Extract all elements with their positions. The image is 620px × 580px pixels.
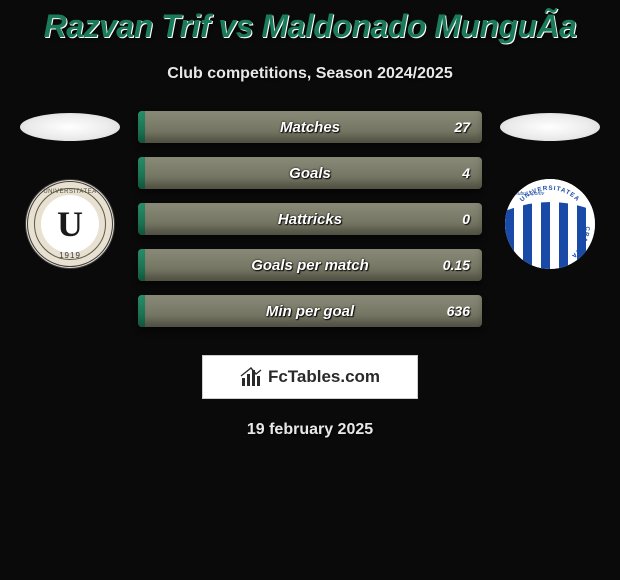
stat-label: Min per goal [266,303,354,320]
stat-label: Goals [289,165,331,182]
stat-label: Goals per match [251,257,369,274]
brand-attribution: FcTables.com [202,355,418,399]
stat-fill [138,111,145,143]
badge-ring [34,188,106,260]
subtitle: Club competitions, Season 2024/2025 [0,65,620,83]
stat-right-value: 0.15 [443,257,470,273]
stat-fill [138,249,145,281]
stat-row-goals: Goals 4 [138,157,482,189]
stat-fill [138,203,145,235]
page-title: Razvan Trif vs Maldonado MunguÃ­a [0,8,620,45]
stat-right-value: 0 [462,211,470,227]
left-player-col: UNIVERSITATEA U 1919 [10,111,130,269]
left-player-photo-placeholder [20,113,120,141]
date-line: 19 february 2025 [0,421,620,439]
right-player-col: UNIVERSITATEA CRAIOVA Clubul Sportiv [490,111,610,269]
stat-row-min-per-goal: Min per goal 636 [138,295,482,327]
stat-row-goals-per-match: Goals per match 0.15 [138,249,482,281]
stat-fill [138,157,145,189]
stat-row-hattricks: Hattricks 0 [138,203,482,235]
right-badge-svg: UNIVERSITATEA CRAIOVA Clubul Sportiv [505,179,595,269]
comparison-card: Razvan Trif vs Maldonado MunguÃ­a Club c… [0,0,620,439]
stat-fill [138,295,145,327]
right-team-badge: UNIVERSITATEA CRAIOVA Clubul Sportiv [505,179,595,269]
stat-right-value: 27 [454,119,470,135]
stat-row-matches: Matches 27 [138,111,482,143]
badge-year: 1919 [59,251,81,260]
stat-label: Matches [280,119,340,136]
right-player-photo-placeholder [500,113,600,141]
brand-text: FcTables.com [268,367,380,387]
badge-top-text: UNIVERSITATEA [43,189,96,195]
left-team-badge: UNIVERSITATEA U 1919 [25,179,115,269]
stat-right-value: 4 [462,165,470,181]
main-row: UNIVERSITATEA U 1919 Matches 27 Goals 4 [0,111,620,341]
bar-chart-icon [240,366,262,388]
stats-column: Matches 27 Goals 4 Hattricks 0 Goals per… [130,111,490,341]
stat-label: Hattricks [278,211,342,228]
svg-text:Clubul Sportiv: Clubul Sportiv [513,191,545,197]
stat-right-value: 636 [447,303,470,319]
